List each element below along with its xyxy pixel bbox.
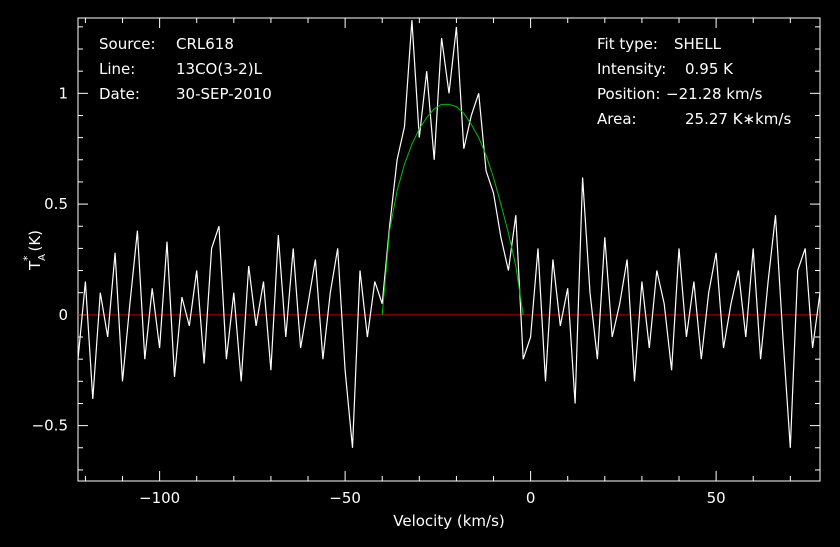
y-tick-label: 0 — [58, 306, 68, 324]
y-axis-label-symbol: T — [26, 260, 44, 271]
y-axis-label-sub: A — [37, 254, 48, 261]
svg-text:TA*(K): TA* (K) — [21, 230, 48, 271]
y-tick-label: 1 — [58, 84, 68, 102]
x-axis-label: Velocity (km/s) — [393, 512, 504, 530]
info-source-label: Source: — [99, 35, 156, 53]
x-tick-label: −100 — [139, 489, 180, 507]
plot-frame — [77, 17, 821, 482]
y-tick-label: −0.5 — [32, 417, 68, 435]
y-axis-label-sup: * — [21, 255, 34, 261]
info-position-label: Position: — [597, 85, 661, 103]
x-tick-label: −50 — [329, 489, 361, 507]
y-axis-label-unit: (K) — [26, 230, 44, 252]
info-intensity-label: Intensity: — [597, 60, 667, 78]
info-position-value: −21.28 km/s — [666, 85, 763, 103]
info-area-value: 25.27 K∗km/s — [685, 110, 792, 128]
x-tick-label: 0 — [526, 489, 536, 507]
info-fit-value: SHELL — [674, 35, 721, 53]
info-date-label: Date: — [99, 85, 140, 103]
info-line-label: Line: — [99, 60, 136, 78]
info-intensity-value: 0.95 K — [685, 60, 734, 78]
y-axis-label: TA* (K) — [21, 230, 48, 271]
info-date-value: 30-SEP-2010 — [176, 85, 272, 103]
axis-tick-labels: −100 −50 0 50 −0.5 0 0.5 1 — [32, 84, 726, 507]
x-tick-label: 50 — [707, 489, 726, 507]
info-line-value: 13CO(3-2)L — [176, 60, 262, 78]
info-area-label: Area: — [597, 110, 637, 128]
info-fit-label: Fit type: — [597, 35, 658, 53]
axis-ticks — [78, 18, 820, 481]
y-tick-label: 0.5 — [44, 195, 68, 213]
fit-curve — [381, 103, 524, 315]
spectrum-series — [77, 20, 821, 448]
info-source-value: CRL618 — [176, 35, 234, 53]
